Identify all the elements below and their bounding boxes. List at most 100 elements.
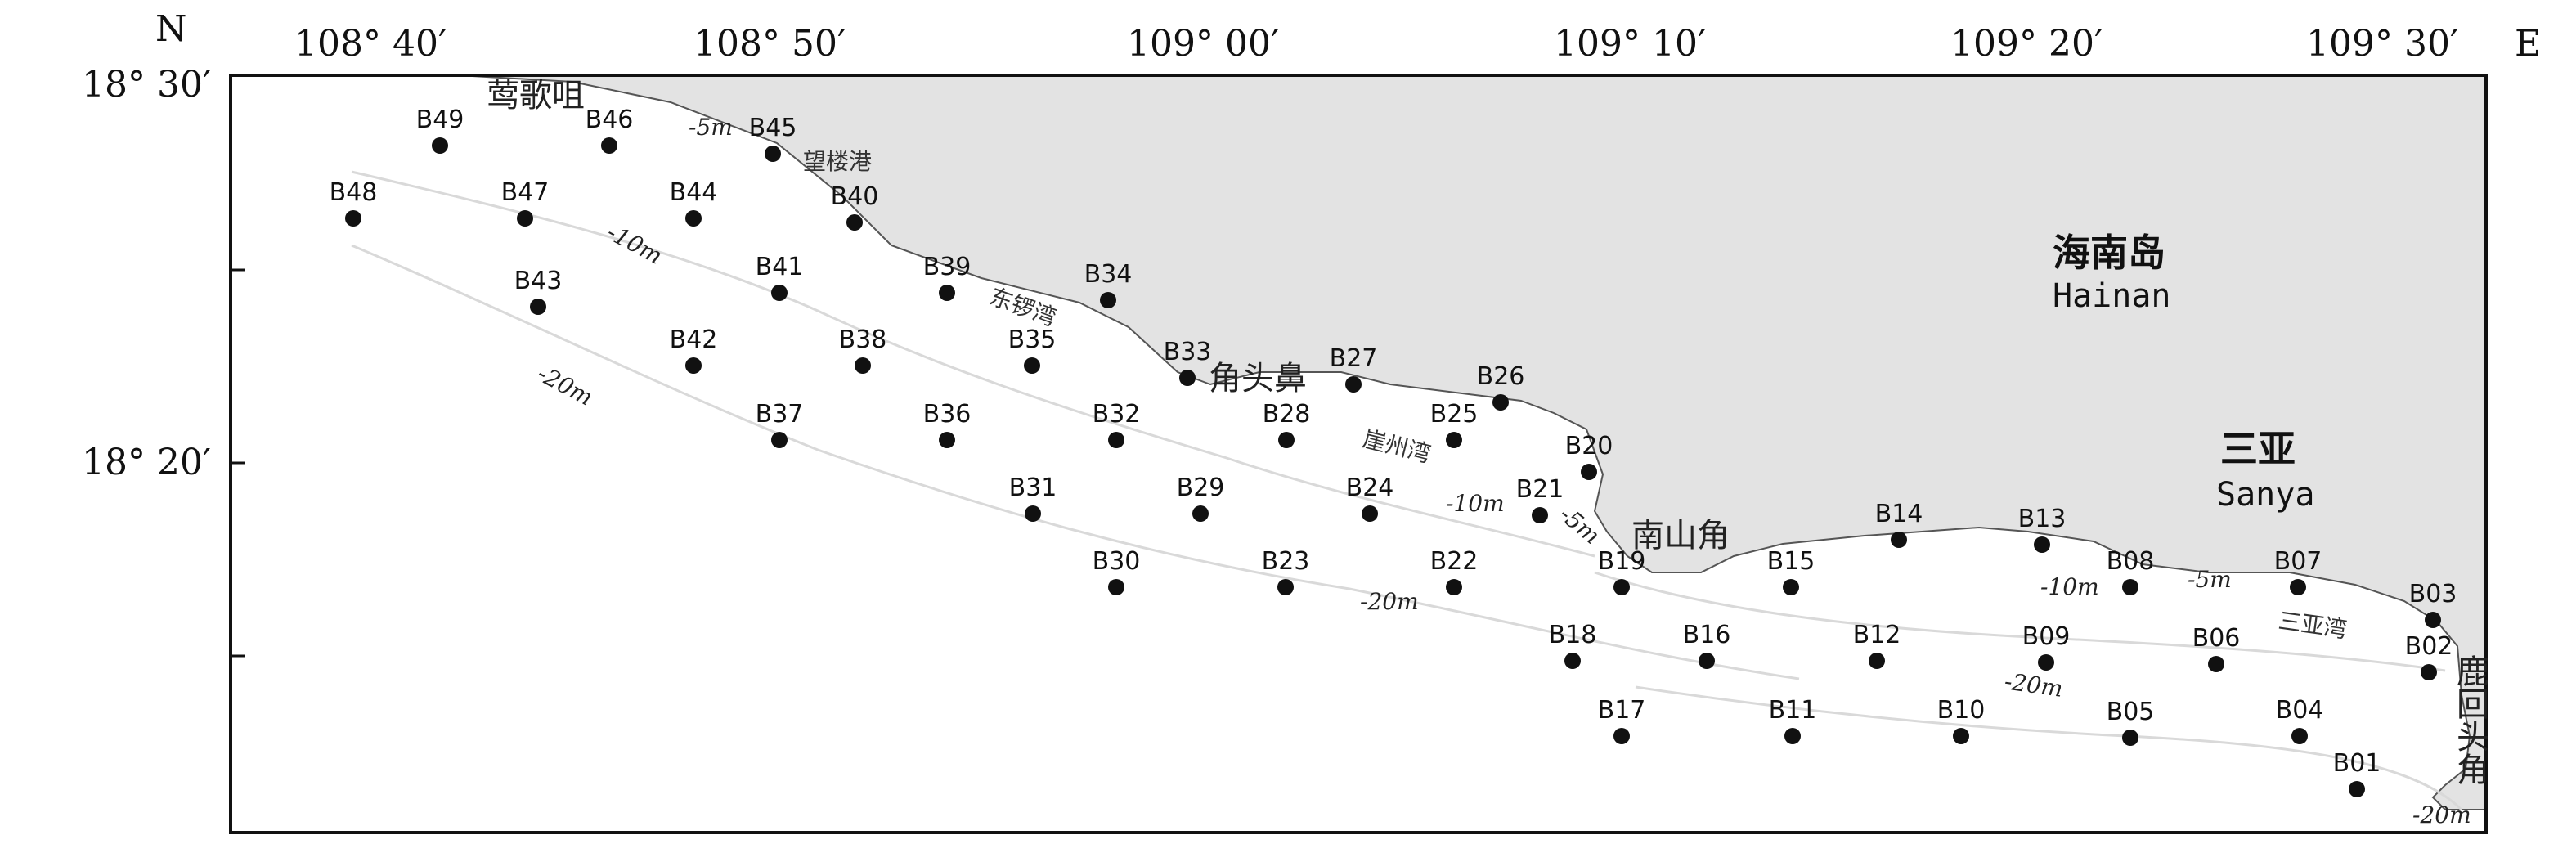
station-b21: B21 bbox=[1516, 475, 1564, 523]
station-label: B40 bbox=[831, 182, 879, 211]
lon-tick-label: 109° 30′ bbox=[2306, 23, 2458, 65]
map-frame bbox=[229, 74, 2488, 834]
station-label: B03 bbox=[2409, 580, 2457, 608]
station-label: B17 bbox=[1598, 696, 1646, 725]
station-b07: B07 bbox=[2274, 547, 2322, 595]
station-b22: B22 bbox=[1430, 547, 1479, 595]
station-label: B24 bbox=[1346, 474, 1394, 502]
station-label: B27 bbox=[1330, 344, 1378, 373]
station-marker bbox=[2349, 781, 2365, 797]
station-marker bbox=[1783, 579, 1799, 595]
station-label: B32 bbox=[1093, 400, 1141, 429]
station-marker bbox=[1024, 357, 1040, 374]
station-label: B02 bbox=[2405, 632, 2453, 661]
station-b06: B06 bbox=[2192, 624, 2241, 672]
lat-tick-label: 18° 30′ bbox=[82, 64, 211, 106]
station-label: B39 bbox=[923, 253, 972, 281]
station-b44: B44 bbox=[670, 178, 718, 227]
lat-tick-label: 18° 20′ bbox=[82, 442, 211, 483]
station-b26: B26 bbox=[1477, 362, 1524, 411]
station-marker bbox=[1891, 532, 1907, 548]
depth-label: -5m bbox=[2188, 566, 2232, 593]
station-b23: B23 bbox=[1262, 547, 1310, 595]
station-b25: B25 bbox=[1430, 400, 1478, 448]
station-marker bbox=[1564, 653, 1581, 669]
station-b45: B45 bbox=[749, 114, 797, 162]
station-label: B19 bbox=[1598, 547, 1646, 576]
station-label: B12 bbox=[1853, 621, 1901, 649]
station-label: B28 bbox=[1263, 400, 1311, 429]
lon-tick-label: 109° 10′ bbox=[1554, 23, 1706, 65]
station-marker bbox=[2038, 654, 2054, 671]
place-wanglougang: 望楼港 bbox=[803, 148, 872, 175]
station-b35: B35 bbox=[1008, 325, 1057, 374]
station-marker bbox=[432, 137, 448, 154]
lon-tick-label: 109° 00′ bbox=[1127, 23, 1279, 65]
island-name-en: Hainan bbox=[2053, 277, 2171, 315]
station-label: B38 bbox=[839, 325, 887, 354]
station-marker bbox=[2291, 728, 2308, 744]
station-label: B06 bbox=[2192, 624, 2241, 653]
station-label: B41 bbox=[756, 253, 804, 281]
station-b49: B49 bbox=[416, 106, 464, 154]
station-b28: B28 bbox=[1263, 400, 1311, 448]
station-label: B18 bbox=[1549, 621, 1597, 649]
station-b42: B42 bbox=[670, 325, 717, 374]
station-marker bbox=[1278, 432, 1295, 448]
station-marker bbox=[345, 210, 361, 227]
north-label: N bbox=[155, 8, 187, 50]
station-label: B22 bbox=[1430, 547, 1479, 576]
station-b30: B30 bbox=[1093, 547, 1140, 595]
station-label: B34 bbox=[1084, 260, 1133, 289]
depth-label: -10m bbox=[603, 218, 667, 270]
place-yazhouwan: 崖州湾 bbox=[1360, 425, 1434, 468]
station-b20: B20 bbox=[1565, 432, 1613, 480]
station-label: B23 bbox=[1262, 547, 1310, 576]
depth-label: -20m bbox=[533, 360, 598, 411]
station-label: B48 bbox=[330, 178, 378, 207]
place-yinggezui: 莺歌咀 bbox=[487, 77, 585, 114]
depth-label: -20m bbox=[1360, 588, 1419, 615]
station-b48: B48 bbox=[330, 178, 378, 227]
station-marker bbox=[1613, 728, 1630, 744]
station-label: B31 bbox=[1009, 474, 1057, 502]
station-b43: B43 bbox=[514, 267, 562, 315]
station-b33: B33 bbox=[1164, 338, 1212, 386]
station-label: B20 bbox=[1565, 432, 1613, 460]
station-marker bbox=[685, 210, 702, 227]
station-b39: B39 bbox=[923, 253, 972, 301]
station-label: B04 bbox=[2276, 696, 2324, 725]
place-luhuitoujiao: 鹿回头角 bbox=[2451, 654, 2488, 785]
station-b05: B05 bbox=[2107, 698, 2154, 746]
city-name-cn: 三亚 bbox=[2220, 427, 2296, 471]
station-marker bbox=[2421, 664, 2437, 680]
station-label: B21 bbox=[1516, 475, 1564, 504]
station-marker bbox=[2122, 730, 2138, 746]
station-b15: B15 bbox=[1767, 547, 1815, 595]
station-b02: B02 bbox=[2405, 632, 2453, 680]
depth-label: -20m bbox=[2412, 801, 2471, 828]
station-label: B44 bbox=[670, 178, 718, 207]
station-b37: B37 bbox=[756, 400, 803, 448]
station-marker bbox=[2290, 579, 2306, 595]
station-b41: B41 bbox=[756, 253, 804, 301]
lon-tick-label: 108° 40′ bbox=[294, 23, 447, 65]
station-marker bbox=[1581, 464, 1597, 480]
station-b36: B36 bbox=[923, 400, 971, 448]
station-label: B33 bbox=[1164, 338, 1212, 366]
station-marker bbox=[1108, 579, 1124, 595]
station-marker bbox=[1192, 505, 1209, 522]
station-b10: B10 bbox=[1937, 696, 1986, 744]
station-label: B45 bbox=[749, 114, 797, 142]
station-label: B35 bbox=[1008, 325, 1057, 354]
station-marker bbox=[1362, 505, 1378, 522]
station-marker bbox=[1446, 432, 1462, 448]
station-marker bbox=[2425, 612, 2441, 628]
depth-label: -10m bbox=[1446, 490, 1505, 517]
station-b18: B18 bbox=[1549, 621, 1597, 669]
depth-label: -10m bbox=[2040, 573, 2099, 600]
lon-tick-label: 108° 50′ bbox=[693, 23, 846, 65]
station-label: B10 bbox=[1937, 696, 1986, 725]
station-marker bbox=[939, 285, 955, 301]
station-label: B16 bbox=[1683, 621, 1731, 649]
